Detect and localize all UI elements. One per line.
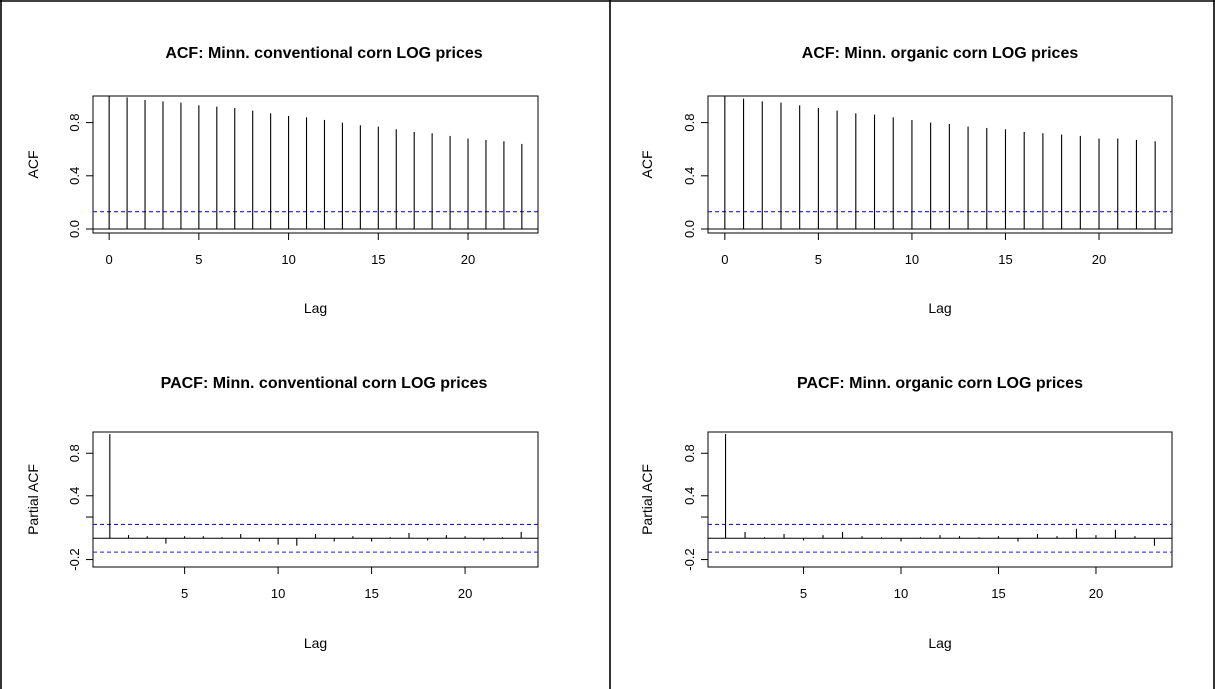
x-tick-label: 15	[364, 586, 378, 601]
y-axis-label: ACF	[25, 151, 41, 179]
x-tick-label: 0	[106, 252, 113, 267]
chart-title: ACF: Minn. organic corn LOG prices	[802, 45, 1079, 62]
y-tick-label: 0.0	[682, 220, 697, 238]
x-tick-label: 20	[461, 252, 475, 267]
x-tick-label: 15	[371, 252, 385, 267]
plot-box	[707, 431, 1173, 568]
y-axis-label: Partial ACF	[639, 464, 655, 535]
x-axis-label: Lag	[304, 635, 327, 651]
x-tick-label: 5	[181, 586, 188, 601]
chart-title: PACF: Minn. organic corn LOG prices	[797, 375, 1083, 392]
chart-title: PACF: Minn. conventional corn LOG prices	[161, 375, 488, 392]
y-tick-label: 0.8	[67, 444, 82, 462]
y-tick-label: 0.4	[682, 167, 697, 185]
x-axis-label: Lag	[304, 300, 327, 316]
pacf-conventional-panel: PACF: Minn. conventional corn LOG prices…	[25, 375, 539, 651]
y-tick-label: 0.4	[682, 487, 697, 505]
x-tick-label: 15	[991, 586, 1005, 601]
x-tick-label: 5	[815, 252, 822, 267]
chart-title: ACF: Minn. conventional corn LOG prices	[165, 45, 482, 62]
x-tick-label: 5	[195, 252, 202, 267]
y-axis-label: ACF	[639, 151, 655, 179]
x-tick-label: 5	[800, 586, 807, 601]
x-tick-label: 15	[998, 252, 1012, 267]
x-axis-label: Lag	[928, 635, 951, 651]
x-tick-label: 10	[905, 252, 919, 267]
x-axis-label: Lag	[928, 300, 951, 316]
x-tick-label: 10	[894, 586, 908, 601]
plot-box	[92, 431, 539, 568]
y-tick-label: 0.8	[67, 114, 82, 132]
x-tick-label: 0	[721, 252, 728, 267]
y-tick-label: 0.8	[682, 114, 697, 132]
y-tick-label: -0.2	[67, 548, 82, 570]
pacf-organic-panel: PACF: Minn. organic corn LOG prices 5 10 15…	[639, 375, 1173, 651]
y-tick-label: -0.2	[682, 548, 697, 570]
x-tick-label: 20	[1092, 252, 1106, 267]
x-tick-label: 20	[1089, 586, 1103, 601]
plot-box	[92, 95, 539, 234]
y-axis-label: Partial ACF	[25, 464, 41, 535]
x-tick-label: 20	[458, 586, 472, 601]
x-tick-label: 10	[271, 586, 285, 601]
plot-box	[707, 95, 1173, 234]
x-tick-label: 10	[281, 252, 295, 267]
acf-conventional-panel: ACF: Minn. conventional corn LOG prices 0…	[25, 45, 539, 316]
y-tick-label: 0.8	[682, 444, 697, 462]
y-tick-label: 0.0	[67, 220, 82, 238]
y-tick-label: 0.4	[67, 167, 82, 185]
y-tick-label: 0.4	[67, 487, 82, 505]
acf-organic-panel: ACF: Minn. organic corn LOG prices 0 5 10 15…	[639, 45, 1173, 316]
